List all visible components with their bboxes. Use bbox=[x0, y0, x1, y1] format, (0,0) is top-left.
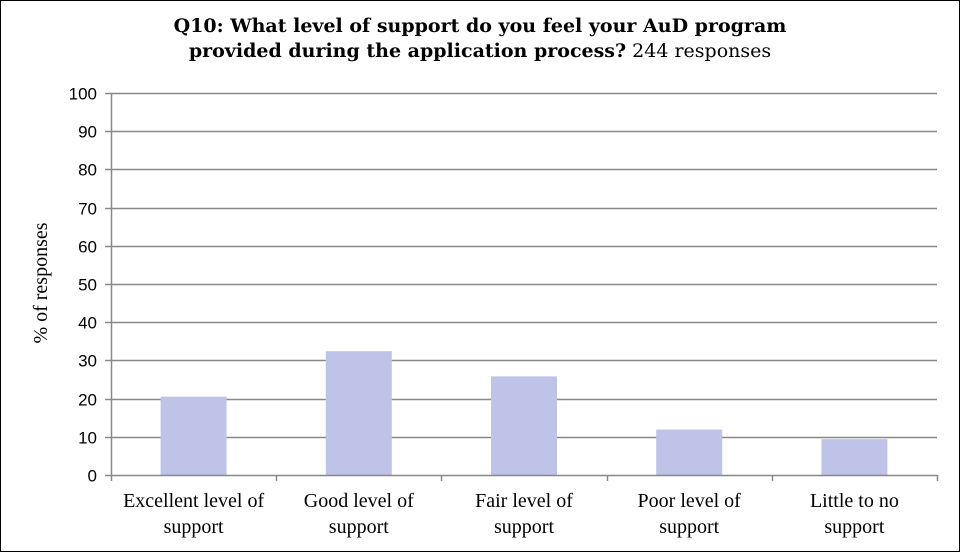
bar bbox=[325, 351, 392, 475]
y-tick-label: 30 bbox=[78, 352, 97, 371]
y-tick-label: 90 bbox=[78, 123, 97, 142]
y-tick-label: 60 bbox=[78, 238, 97, 257]
y-tick-label: 40 bbox=[78, 314, 97, 333]
axes bbox=[105, 92, 939, 481]
bar bbox=[656, 429, 723, 475]
gridlines bbox=[111, 92, 937, 439]
bar bbox=[491, 376, 557, 475]
chart-title-line2: provided during the application process? bbox=[188, 40, 627, 62]
chart-title-line1: Q10: What level of support do you feel y… bbox=[173, 15, 787, 37]
x-tick-label: Poor level of support bbox=[638, 490, 742, 538]
y-axis-label: % of responses bbox=[30, 222, 52, 343]
y-tick-label: 20 bbox=[78, 391, 97, 410]
bars bbox=[160, 351, 888, 475]
x-tick-labels: Excellent level of support Good level of su… bbox=[123, 490, 899, 538]
bar bbox=[821, 439, 888, 475]
y-tick-label: 0 bbox=[88, 467, 97, 486]
y-tick-label: 10 bbox=[78, 429, 97, 448]
chart-title: Q10: What level of support do you feel y… bbox=[0, 14, 960, 64]
y-tick-label: 50 bbox=[78, 276, 97, 295]
x-tick-label: Good level of support bbox=[304, 490, 414, 538]
x-tick-label: Fair level of support bbox=[475, 490, 573, 538]
chart-subtitle: 244 responses bbox=[632, 40, 772, 62]
x-tick-label: Little to no support bbox=[810, 490, 899, 538]
y-tick-labels: 0 10 20 30 40 50 60 70 80 90 100 bbox=[69, 85, 97, 486]
y-tick-label: 80 bbox=[78, 161, 97, 180]
y-tick-label: 100 bbox=[69, 85, 97, 104]
bar bbox=[160, 396, 227, 475]
x-tick-label: Excellent level of support bbox=[123, 490, 264, 538]
y-tick-label: 70 bbox=[78, 200, 97, 219]
